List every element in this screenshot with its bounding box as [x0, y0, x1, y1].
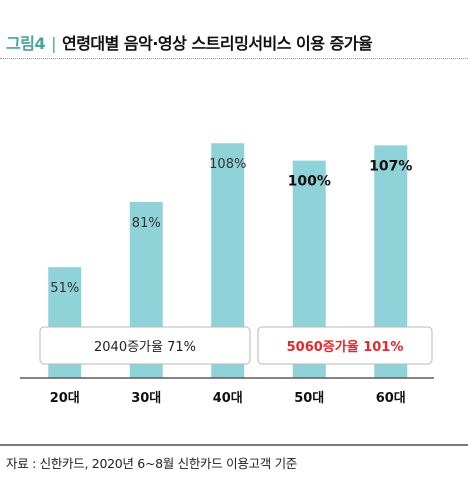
- data-label-2: 81%: [132, 216, 161, 231]
- data-label-4: 100%: [288, 174, 331, 190]
- data-label-5: 107%: [369, 158, 412, 174]
- chart-title: 그림4 | 연령대별 음악·영상 스트리밍서비스 이용 증가율: [6, 30, 373, 54]
- annotation-text-2: 5060증가율 101%: [287, 339, 404, 355]
- category-label-1: 20대: [50, 391, 80, 406]
- title-separator: |: [51, 34, 56, 53]
- category-label-4: 50대: [294, 391, 324, 406]
- source-note: 자료 : 신한카드, 2020년 6~8월 신한카드 이용고객 기준: [6, 456, 297, 471]
- category-label-3: 40대: [213, 391, 243, 406]
- title-text: 연령대별 음악·영상 스트리밍서비스 이용 증가율: [61, 34, 373, 53]
- category-label-2: 30대: [131, 391, 161, 406]
- category-label-5: 60대: [376, 391, 406, 406]
- bar-chart: 51% 81% 108% 100% 107% 20대 30대 40대 50대 60대 2040증가율…: [20, 143, 434, 406]
- annotation-text-1: 2040증가율 71%: [94, 340, 196, 355]
- figure-label: 그림4: [6, 34, 46, 53]
- footer-divider: [0, 444, 468, 446]
- data-label-1: 51%: [50, 281, 79, 296]
- title-divider: [0, 58, 468, 59]
- annotation-box-2: [257, 326, 433, 365]
- data-label-3: 108%: [209, 157, 246, 172]
- annotation-box-1: [39, 326, 251, 365]
